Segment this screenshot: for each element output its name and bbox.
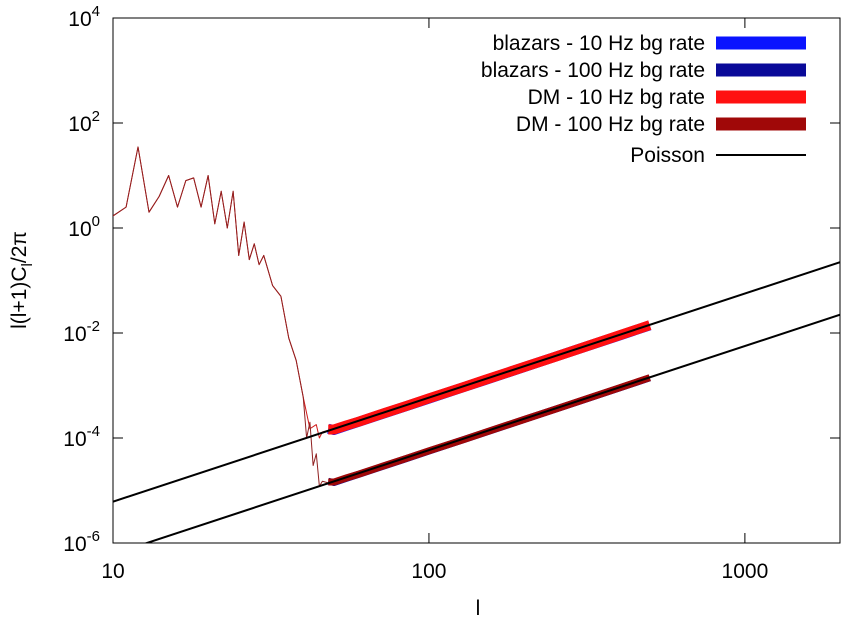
x-axis-label: l (476, 597, 481, 620)
y-tick-label: 102 (68, 108, 100, 136)
legend-label: DM - 100 Hz bg rate (516, 113, 705, 136)
series-line (113, 261, 840, 503)
y-tick-label: 100 (68, 213, 100, 241)
y-tick-label: 104 (68, 3, 100, 31)
plot-frame (112, 17, 841, 544)
legend-swatch (716, 154, 806, 156)
legend-swatch (716, 90, 806, 104)
legend-swatch (716, 36, 806, 50)
y-tick-label: 10-2 (63, 318, 100, 346)
y-tick-label: 10-6 (63, 528, 100, 556)
legend-swatch (716, 63, 806, 77)
legend-swatch (716, 117, 806, 131)
y-axis-label: l(l+1)Cl/2π (8, 231, 36, 329)
x-tick-label: 100 (411, 560, 446, 583)
plot-area (113, 146, 840, 543)
series-line (113, 146, 329, 487)
y-label-sub: l (19, 263, 36, 266)
y-label-main: l(l+1)C (8, 266, 31, 328)
legend-label: DM - 10 Hz bg rate (528, 86, 705, 109)
series-line (143, 313, 840, 543)
x-tick-label: 10 (101, 560, 124, 583)
legend-label: blazars - 10 Hz bg rate (493, 32, 705, 55)
legend-label: Poisson (630, 144, 705, 167)
y-tick-label: 10-4 (63, 423, 100, 451)
legend-label: blazars - 100 Hz bg rate (481, 59, 705, 82)
x-tick-label: 1000 (722, 560, 769, 583)
y-label-rest: /2π (8, 231, 31, 263)
